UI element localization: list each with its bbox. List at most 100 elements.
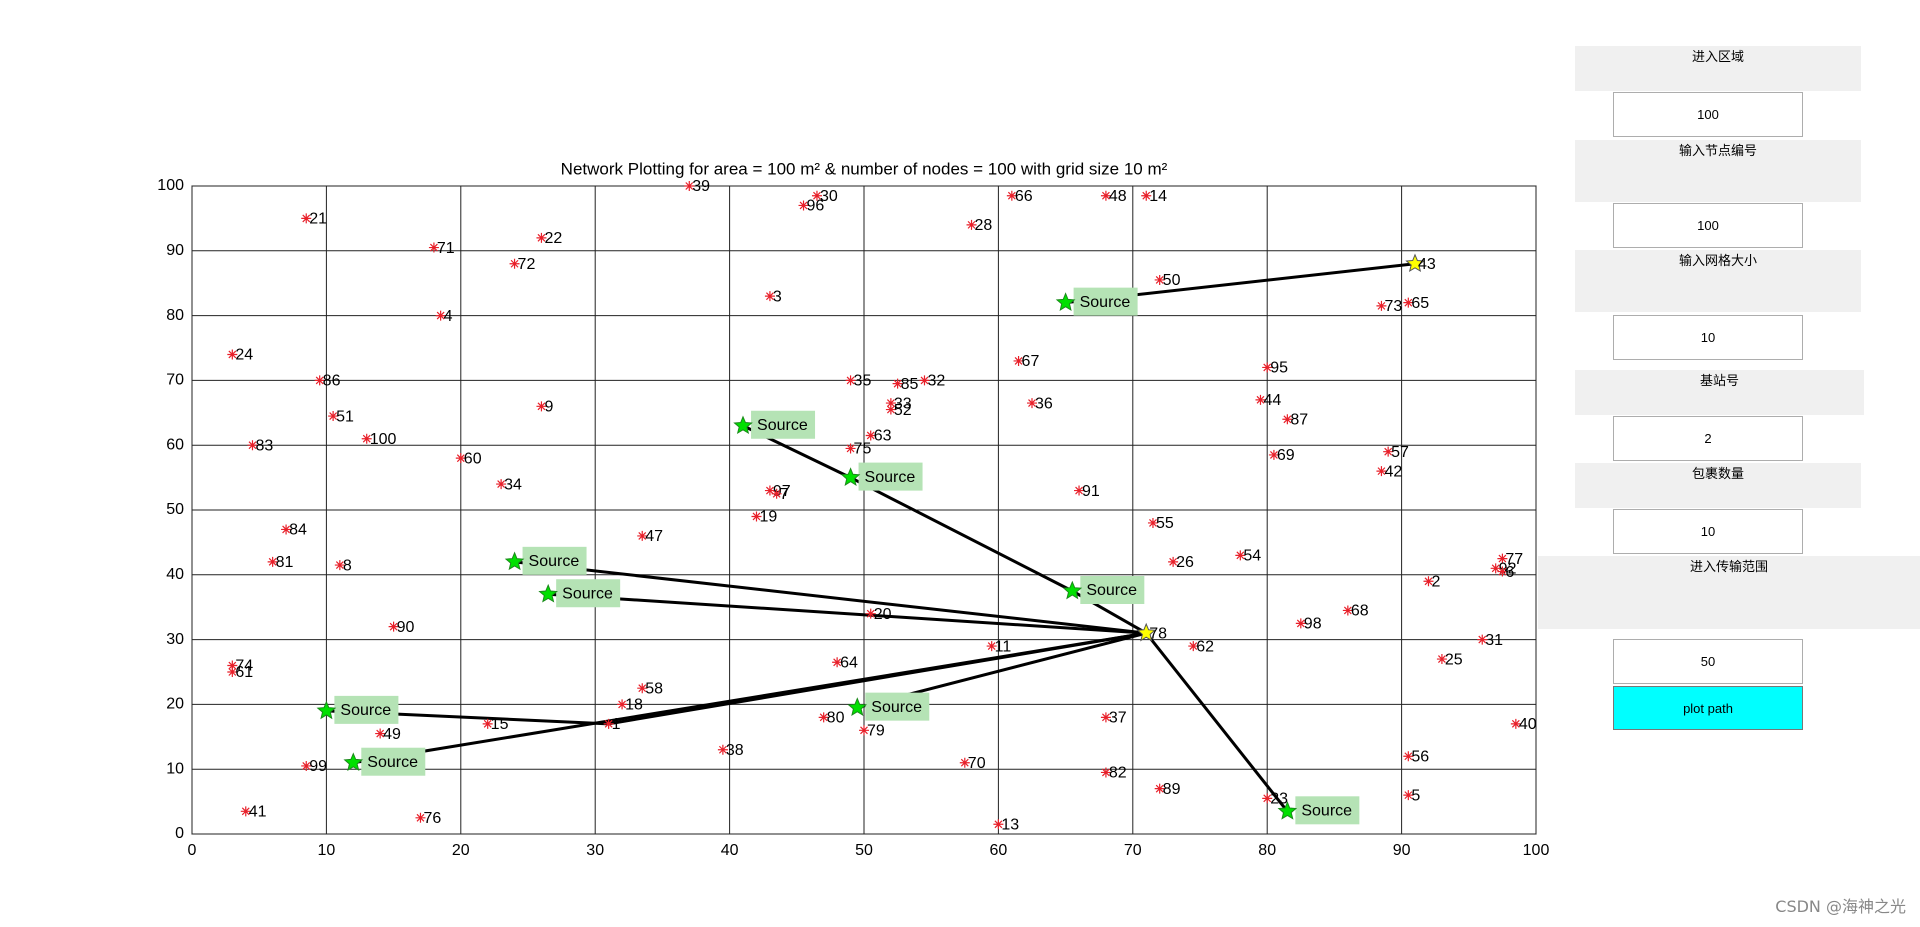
node-label: 42	[1384, 463, 1402, 480]
node-label: 22	[544, 230, 562, 247]
y-tick-label: 50	[166, 501, 184, 518]
y-tick-label: 30	[166, 631, 184, 648]
text-input[interactable]: 50	[1613, 639, 1803, 684]
node-label: 39	[692, 178, 710, 195]
node-label: 60	[464, 450, 482, 467]
node-marker	[892, 378, 903, 389]
x-tick-label: 10	[318, 842, 336, 859]
node-label: 40	[1519, 716, 1537, 733]
node-marker	[227, 667, 238, 677]
node-marker	[1255, 394, 1266, 405]
source-label-box	[556, 579, 621, 608]
node-marker	[1100, 190, 1111, 201]
node-label: 18	[625, 697, 643, 714]
source-label: Source	[871, 699, 922, 716]
source-marker	[504, 551, 525, 571]
node-label: 30	[820, 188, 838, 205]
node-label: 72	[518, 256, 536, 273]
node-marker	[301, 213, 312, 224]
x-tick-label: 60	[990, 842, 1008, 859]
node-marker	[617, 699, 628, 710]
node-label: 49	[383, 726, 401, 743]
node-marker	[1497, 553, 1508, 564]
field-label: 进入传输范围	[1538, 556, 1920, 629]
node-label: 21	[309, 211, 327, 228]
node-marker	[1403, 751, 1414, 762]
node-label: 38	[726, 742, 744, 759]
node-label: 19	[759, 509, 777, 526]
node-marker	[301, 760, 312, 771]
node-marker	[1477, 634, 1488, 645]
node-label: 3	[773, 288, 782, 305]
node-label: 48	[1109, 188, 1127, 205]
node-marker	[1510, 718, 1521, 729]
node-label: 81	[276, 554, 294, 571]
node-marker	[536, 232, 547, 243]
node-marker	[247, 440, 258, 451]
node-marker	[684, 181, 695, 191]
node-label: 91	[1082, 483, 1100, 500]
node-marker	[771, 488, 782, 499]
path-line	[742, 424, 1147, 635]
node-marker	[1100, 712, 1111, 723]
node-marker	[375, 728, 386, 739]
node-label: 20	[874, 606, 892, 623]
text-input[interactable]: 10	[1613, 509, 1803, 554]
node-label: 95	[1270, 360, 1288, 377]
node-marker	[1497, 566, 1508, 577]
node-marker	[919, 375, 930, 386]
node-label: 7	[780, 486, 789, 503]
source-marker	[1062, 580, 1083, 600]
node-marker	[1282, 414, 1293, 425]
node-label: 6	[1505, 564, 1514, 581]
x-tick-label: 90	[1393, 842, 1411, 859]
node-label: 76	[423, 810, 441, 827]
node-marker	[993, 819, 1004, 830]
node-label: 99	[309, 758, 327, 775]
path-line	[514, 560, 1147, 635]
y-tick-label: 60	[166, 436, 184, 453]
plot-button[interactable]: plot path	[1613, 686, 1803, 730]
node-marker	[1403, 297, 1414, 308]
field-label: 包裹数量	[1575, 463, 1861, 508]
text-input[interactable]: 2	[1613, 416, 1803, 461]
node-marker	[314, 375, 325, 386]
source-label-box	[1080, 576, 1145, 604]
source-label: Source	[340, 702, 391, 719]
source-marker	[847, 697, 868, 716]
source-label-box	[751, 410, 816, 439]
node-label: 87	[1290, 411, 1308, 428]
node-marker	[388, 621, 399, 632]
node-label: 75	[854, 441, 872, 458]
node-marker	[845, 443, 856, 454]
node-label: 15	[491, 716, 509, 733]
node-label: 84	[289, 522, 307, 539]
node-label: 8	[343, 557, 352, 574]
node-label: 9	[544, 399, 553, 416]
node-label: 54	[1243, 548, 1261, 565]
node-label: 36	[1035, 395, 1053, 412]
x-tick-label: 20	[452, 842, 470, 859]
node-label: 47	[645, 528, 663, 545]
node-marker	[845, 375, 856, 386]
node-label: 52	[894, 402, 912, 419]
node-marker	[509, 258, 520, 269]
node-label: 55	[1156, 515, 1174, 532]
x-tick-label: 0	[188, 842, 197, 859]
node-label: 86	[323, 373, 341, 390]
path-line	[1145, 632, 1289, 813]
chart-title: Network Plotting for area = 100 m² & num…	[561, 159, 1168, 178]
node-label: 90	[397, 619, 415, 636]
text-input[interactable]: 100	[1613, 92, 1803, 137]
node-label: 13	[1001, 816, 1019, 833]
node-label: 69	[1277, 447, 1295, 464]
text-input[interactable]: 10	[1613, 315, 1803, 360]
node-marker	[361, 433, 372, 444]
node-marker	[1268, 449, 1279, 460]
node-marker	[482, 718, 493, 729]
node-marker	[1403, 790, 1414, 801]
node-label: 2	[1431, 573, 1440, 590]
node-label: 32	[927, 373, 945, 390]
text-input[interactable]: 100	[1613, 203, 1803, 248]
